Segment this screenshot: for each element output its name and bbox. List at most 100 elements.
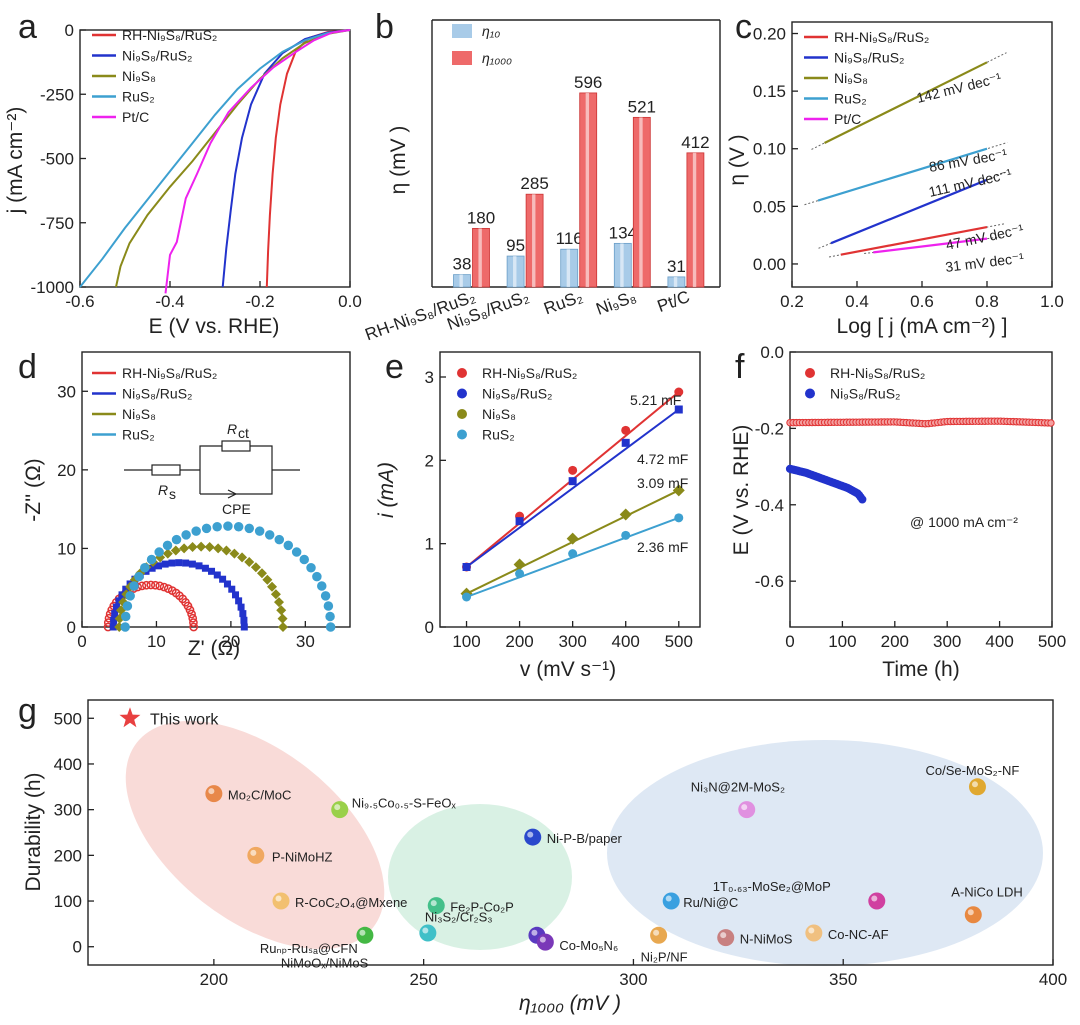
- y-axis-label: i (mA): [375, 462, 398, 518]
- x-tick-label: 500: [665, 632, 693, 651]
- stability-point: [859, 496, 866, 503]
- panel-letter: g: [18, 692, 37, 730]
- x-tick-label: 0: [785, 632, 794, 651]
- rct-resistor: [222, 441, 250, 451]
- x-tick-label: 200: [505, 632, 533, 651]
- literature-point: [537, 934, 554, 951]
- eis-point: [256, 527, 264, 535]
- eis-point: [175, 559, 182, 566]
- point-highlight: [653, 930, 659, 936]
- y-tick-label: 0.10: [753, 140, 786, 159]
- eis-point: [135, 573, 143, 581]
- point-highlight: [871, 896, 877, 902]
- wire: [200, 446, 272, 494]
- y-tick-label: 300: [54, 801, 82, 820]
- eis-point: [313, 573, 321, 581]
- x-tick-label: 350: [829, 970, 857, 989]
- point-highlight: [431, 900, 437, 906]
- eis-point: [307, 564, 315, 572]
- data-point: [516, 517, 524, 525]
- panel-g: g200 250 300 350 4000100200300400500η₁₀₀₀ (m…: [18, 676, 1067, 1015]
- literature-point: [273, 893, 290, 910]
- eis-point: [240, 617, 247, 624]
- point-highlight: [250, 850, 256, 856]
- panel-letter: a: [18, 8, 37, 46]
- point-label: Co-NC-AF: [828, 927, 889, 942]
- legend-entry: RuS₂: [122, 89, 155, 105]
- bar-highlight: [674, 277, 677, 287]
- literature-point: [331, 801, 348, 818]
- eis-point: [155, 548, 163, 556]
- y-tick-label: 1: [425, 535, 434, 554]
- figure-canvas: a-0.6 -0.4 -0.2 0.00-250-500-750-1000E (V v…: [0, 0, 1080, 1025]
- eis-point: [173, 536, 181, 544]
- x-tick-label: 0.6: [910, 292, 934, 311]
- point-label: Ni₃S₂/Cr₂S₃: [425, 909, 493, 924]
- eis-point: [202, 565, 209, 572]
- rct-label-sub: ct: [238, 425, 249, 441]
- y-tick-label: 200: [54, 846, 82, 865]
- y-tick-label: -0.6: [755, 572, 784, 591]
- condition-label: @ 1000 mA cm⁻²: [910, 514, 1018, 530]
- eis-point: [192, 527, 200, 535]
- x-tick-label: 200: [200, 970, 228, 989]
- legend-entry: RuS₂: [482, 427, 515, 443]
- x-tick-label: 0: [77, 632, 86, 651]
- legend-entry: RH-Ni₉S₈/RuS₂: [122, 27, 217, 43]
- x-axis-label: Log [ j (mA cm⁻²) ]: [837, 315, 1008, 338]
- eis-point: [241, 624, 248, 631]
- rct-label: R: [227, 421, 237, 437]
- x-tick-label: 300: [558, 632, 586, 651]
- cluster-region-red: [84, 676, 425, 995]
- literature-point: [738, 801, 755, 818]
- eis-point: [318, 582, 326, 590]
- y-tick-label: -1000: [31, 278, 74, 297]
- category-label: Ni₉S₈: [593, 287, 638, 319]
- panel-letter: b: [375, 8, 394, 46]
- point-label: Co-Mo₅N₆: [559, 938, 618, 953]
- bar-value-label: 521: [628, 97, 656, 116]
- panel-d: d0 10 20 300102030Z' (Ω)-Z'' (Ω)RH-Ni₉S₈/Ru…: [18, 348, 350, 660]
- panel-a-frame: [80, 30, 350, 287]
- legend-entry: Ni₉S₈: [834, 70, 868, 86]
- capacitance-label: 5.21 mF: [630, 392, 681, 408]
- cpe-label: CPE: [222, 501, 251, 517]
- rs-label: R: [158, 482, 168, 498]
- bar-highlight: [693, 153, 696, 287]
- bar-highlight: [567, 249, 570, 287]
- legend-entry: RH-Ni₉S₈/RuS₂: [834, 29, 929, 45]
- data-point: [622, 439, 630, 447]
- point-label: N-NiMoS: [740, 932, 793, 947]
- literature-point: [663, 893, 680, 910]
- capacitance-label: 3.09 mF: [637, 475, 688, 491]
- y-tick-label: -750: [40, 214, 74, 233]
- eis-point: [162, 561, 169, 568]
- legend-entry: Ni₉S₈: [482, 406, 516, 422]
- eis-point: [196, 542, 206, 552]
- legend-marker: [457, 430, 467, 440]
- point-label: Co/Se-MoS₂-NF: [925, 763, 1019, 778]
- y-tick-label: 0.20: [753, 25, 786, 44]
- x-axis-label: Z' (Ω): [188, 637, 240, 660]
- y-tick-label: 500: [54, 709, 82, 728]
- data-point: [568, 549, 577, 558]
- x-tick-label: 300: [619, 970, 647, 989]
- bar-value-label: 31: [667, 257, 686, 276]
- legend-entry: RH-Ni₉S₈/RuS₂: [830, 365, 925, 381]
- eis-point: [182, 560, 189, 567]
- y-axis-label: j (mA cm⁻²): [4, 107, 27, 215]
- y-tick-label: -0.4: [755, 496, 784, 515]
- eis-point: [232, 591, 239, 598]
- panel-e: e100 200 300 400 5000123v (mV s⁻¹)i (mA)5.21…: [375, 348, 700, 681]
- eis-point: [324, 602, 332, 610]
- y-tick-label: 100: [54, 892, 82, 911]
- eis-point: [300, 556, 308, 564]
- literature-point: [965, 906, 982, 923]
- literature-point: [356, 927, 373, 944]
- data-point: [463, 563, 471, 571]
- eis-point: [213, 543, 223, 553]
- panel-f: f0 100 200 300 400 5000.0-0.2-0.4-0.6Time (h)…: [730, 343, 1066, 681]
- legend-entry: Ni₉S₈/RuS₂: [122, 386, 192, 402]
- point-highlight: [808, 928, 814, 934]
- slope-label: 47 mV dec⁻¹: [944, 221, 1025, 253]
